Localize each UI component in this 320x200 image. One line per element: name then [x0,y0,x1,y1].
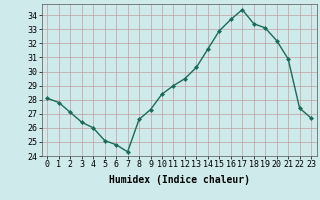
X-axis label: Humidex (Indice chaleur): Humidex (Indice chaleur) [109,175,250,185]
